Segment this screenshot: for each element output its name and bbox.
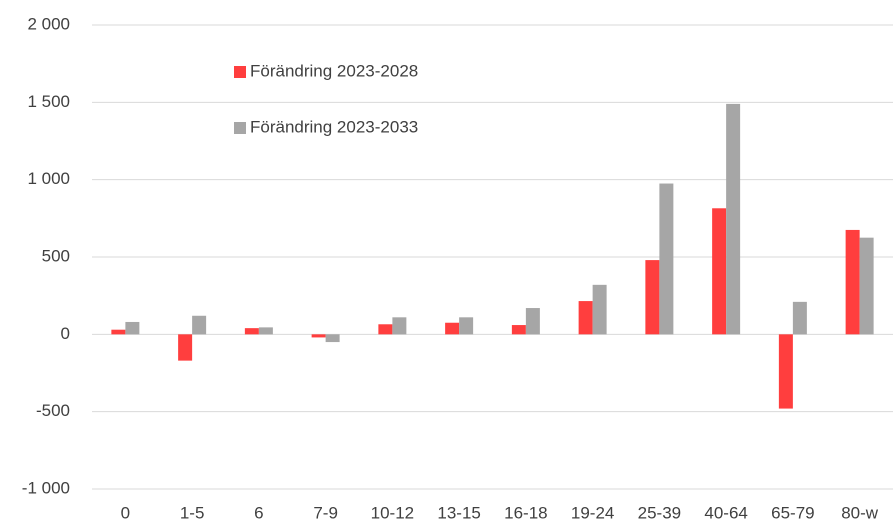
legend-swatch bbox=[234, 66, 246, 78]
bar bbox=[125, 321, 140, 335]
x-tick-label: 19-24 bbox=[571, 503, 614, 522]
bar bbox=[645, 260, 660, 335]
bar bbox=[445, 322, 460, 335]
bar bbox=[311, 334, 326, 338]
x-tick-label: 0 bbox=[121, 503, 130, 522]
x-tick-label: 80-w bbox=[841, 503, 879, 522]
y-tick-label: -1 000 bbox=[22, 478, 70, 497]
bar bbox=[192, 315, 207, 335]
bar bbox=[392, 317, 407, 335]
bar bbox=[111, 329, 126, 335]
legend-label: Förändring 2023-2033 bbox=[250, 117, 418, 136]
x-tick-label: 6 bbox=[254, 503, 263, 522]
y-tick-label: 1 000 bbox=[27, 169, 70, 188]
bar bbox=[792, 301, 807, 335]
x-tick-label: 7-9 bbox=[313, 503, 338, 522]
legend-swatch bbox=[234, 122, 246, 134]
bar bbox=[258, 327, 273, 335]
bar bbox=[778, 334, 793, 409]
bar bbox=[325, 334, 340, 343]
bar bbox=[659, 183, 674, 335]
bar bbox=[845, 229, 860, 335]
x-tick-label: 40-64 bbox=[704, 503, 747, 522]
y-tick-label: -500 bbox=[36, 401, 70, 420]
bar bbox=[511, 325, 526, 335]
bar bbox=[378, 324, 393, 335]
bar bbox=[592, 284, 607, 335]
bar bbox=[244, 328, 259, 335]
x-tick-label: 16-18 bbox=[504, 503, 547, 522]
x-tick-label: 25-39 bbox=[638, 503, 681, 522]
x-tick-label: 1-5 bbox=[180, 503, 205, 522]
x-tick-label: 65-79 bbox=[771, 503, 814, 522]
y-tick-label: 500 bbox=[42, 246, 70, 265]
y-tick-label: 1 500 bbox=[27, 92, 70, 111]
y-tick-label: 2 000 bbox=[27, 14, 70, 33]
x-tick-label: 10-12 bbox=[371, 503, 414, 522]
bar bbox=[178, 334, 193, 361]
bar bbox=[712, 208, 727, 335]
bar bbox=[859, 237, 874, 335]
x-tick-label: 13-15 bbox=[437, 503, 480, 522]
bar bbox=[578, 301, 593, 335]
bar bbox=[525, 308, 540, 335]
y-tick-label: 0 bbox=[61, 324, 70, 343]
bar bbox=[459, 317, 474, 335]
legend-label: Förändring 2023-2028 bbox=[250, 61, 418, 80]
bar bbox=[726, 103, 741, 335]
